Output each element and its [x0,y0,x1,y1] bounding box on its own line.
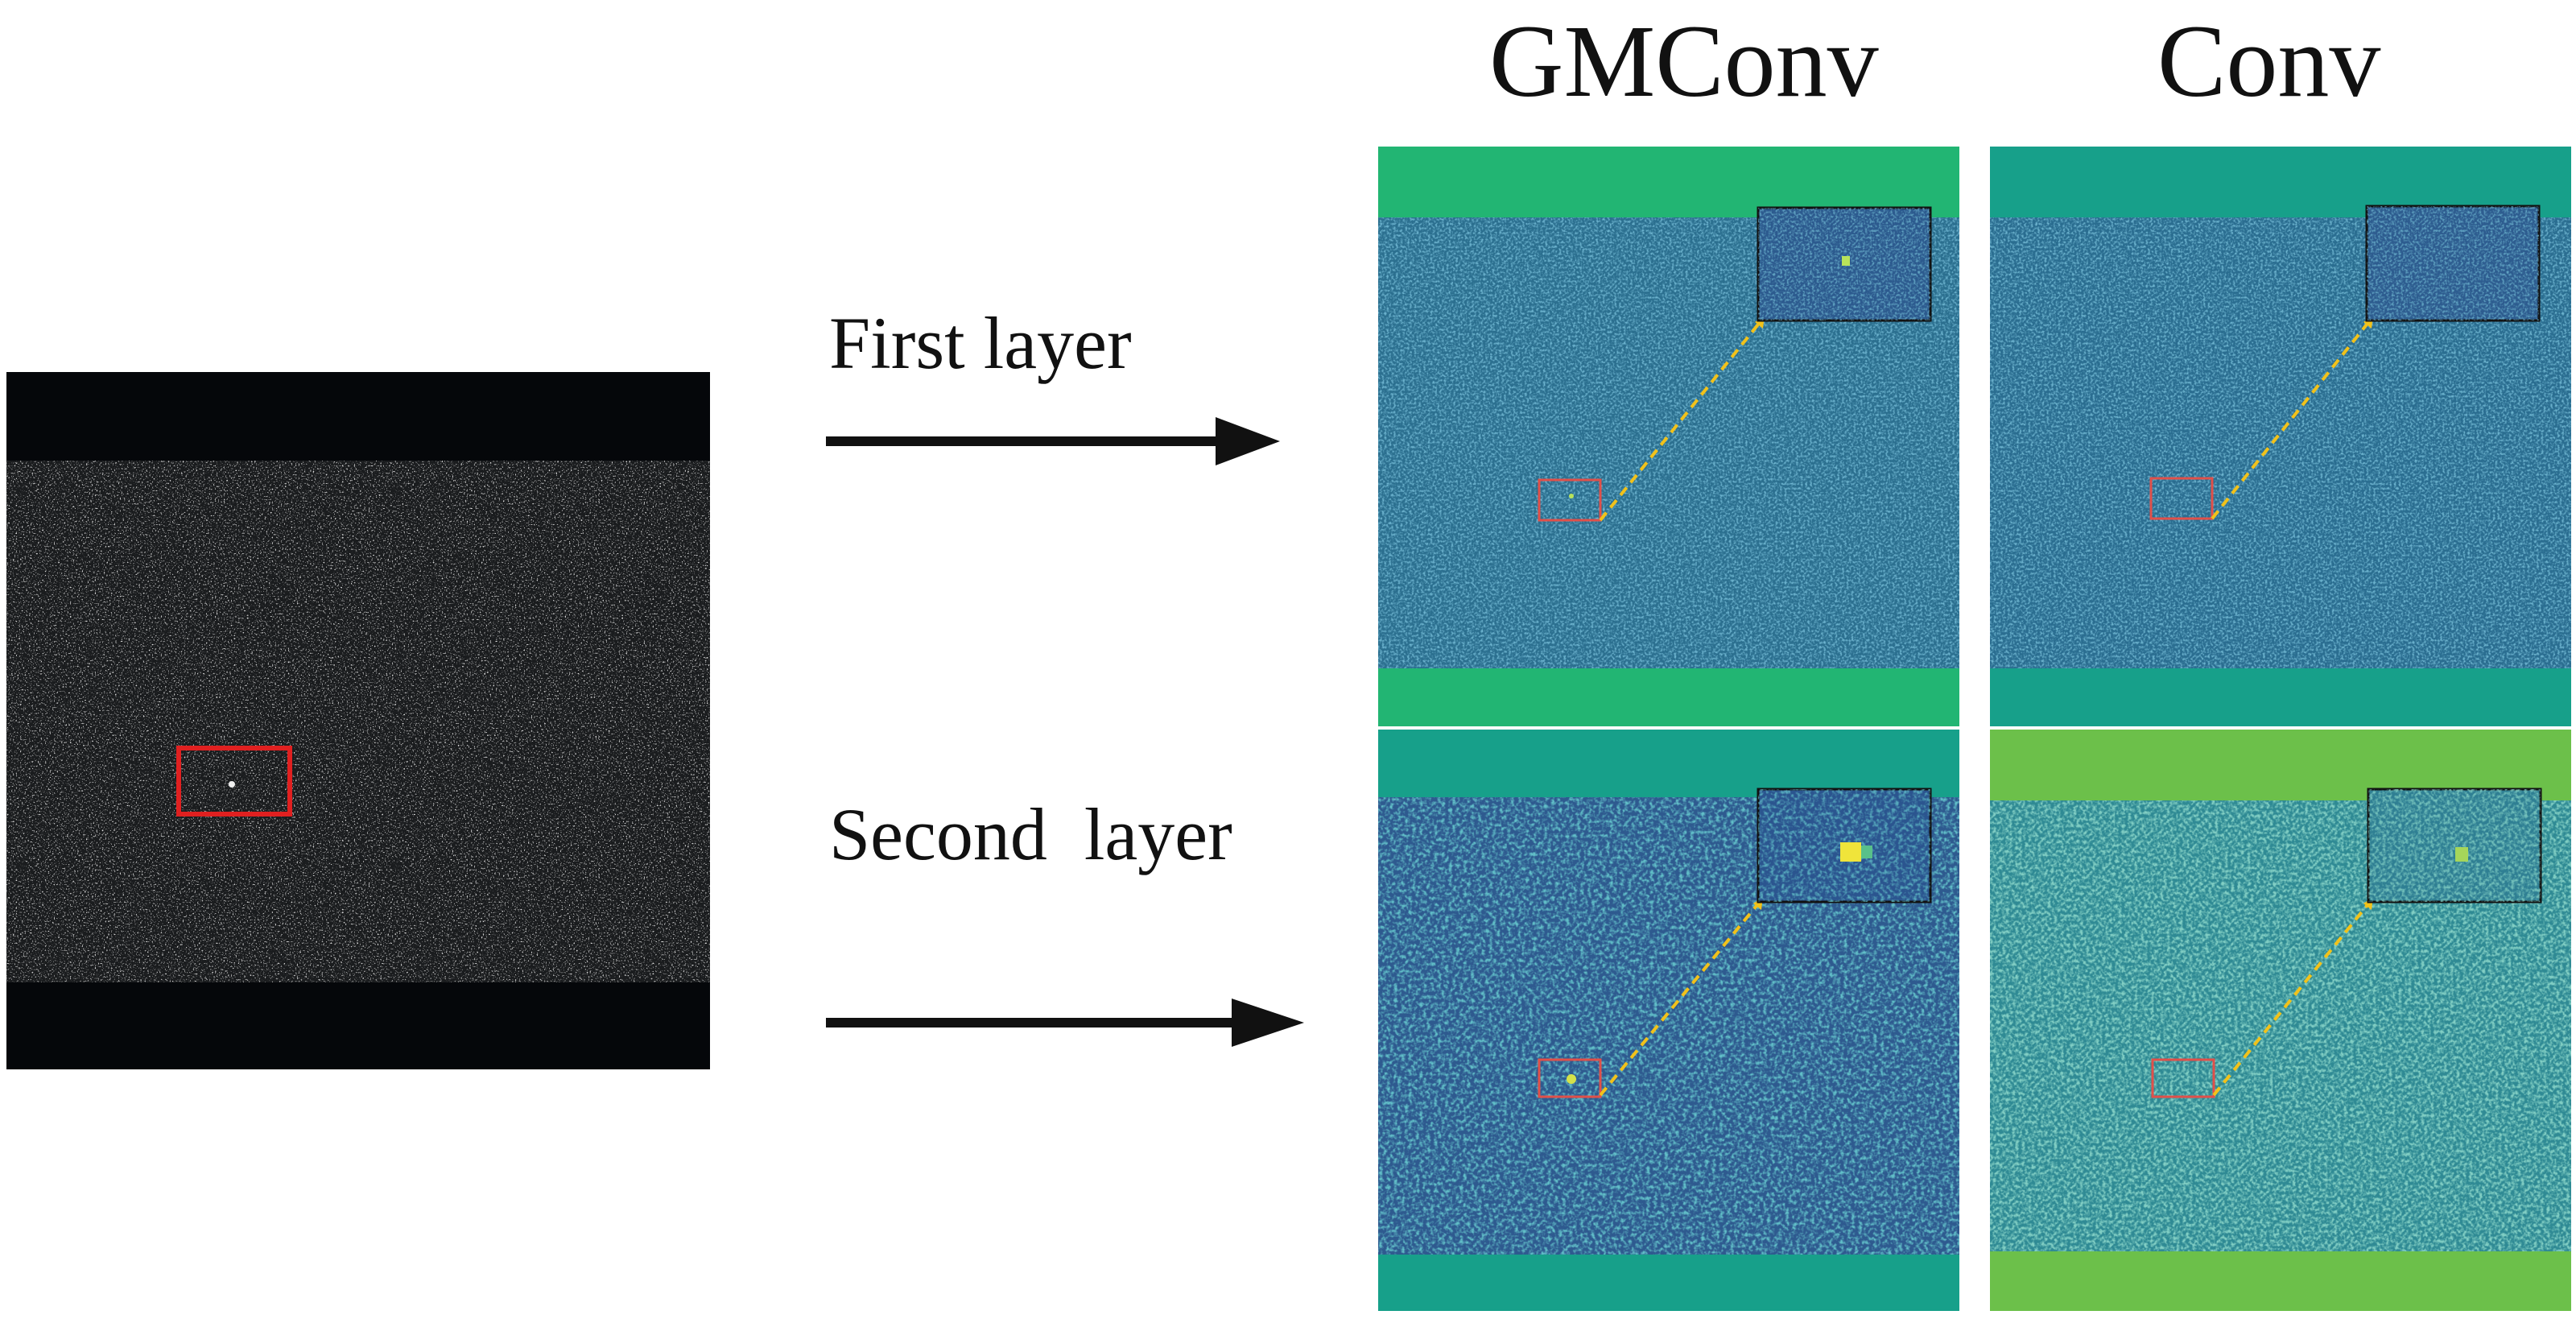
right-arrow-icon [826,417,1280,465]
dashed-arrow-icon [1599,900,1761,1097]
dashed-arrow-icon [1599,319,1763,522]
row-label-first-layer: First layer [829,302,1132,384]
dashed-arrow-icon [2212,900,2372,1097]
dashed-arrow-icon [2211,319,2372,520]
feature-map-conv-first [1990,147,2571,726]
row-label-second-layer: Second layer [829,793,1232,875]
input-image [6,372,710,1069]
feature-map-gmconv-first [1378,147,1959,726]
feature-map-gmconv-second [1378,730,1959,1311]
roi-box [2149,477,2214,520]
roi-box [2151,1058,2215,1098]
roi-box [1538,1058,1602,1098]
column-title-conv: Conv [2157,4,2381,118]
feature-map-conv-second [1990,730,2571,1311]
target-box [176,746,292,817]
column-title-gmconv: GMConv [1489,4,1879,118]
target-point [229,781,235,788]
right-arrow-icon [826,999,1304,1047]
roi-box [1538,478,1602,522]
